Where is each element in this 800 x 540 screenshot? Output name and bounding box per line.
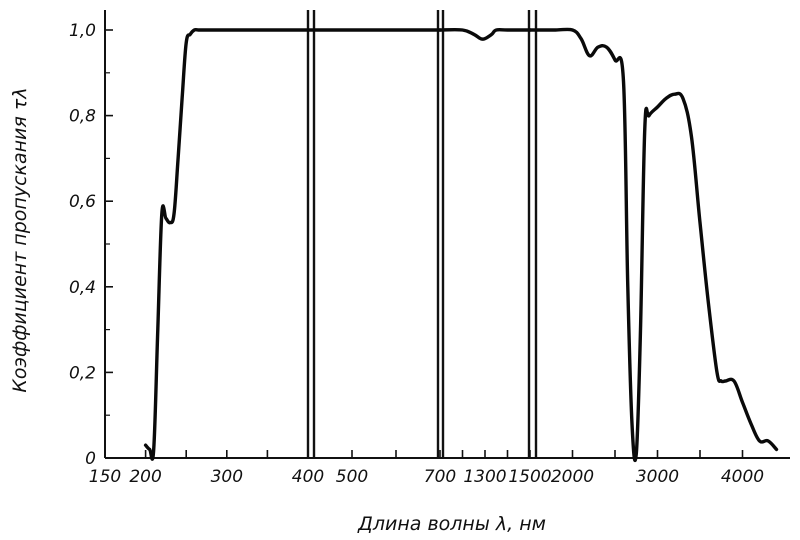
x-tick-label: 150 <box>89 467 121 487</box>
series-line-segment-3 <box>438 27 532 41</box>
y-axis-title: Коэффициент пропускания τλ <box>9 87 31 392</box>
axes <box>104 10 790 459</box>
x-tick-label: 500 <box>336 467 368 487</box>
x-tick-label: 1300 <box>463 467 506 487</box>
tick-labels: 0 0,2 0,4 0,6 0,8 1,0 150 200 300 400 500 700 1300 15… <box>69 21 764 487</box>
x-tick-label: 3000 <box>636 467 679 487</box>
y-tick-label: 0,6 <box>69 192 96 212</box>
transmittance-curve <box>143 27 779 462</box>
x-tick-label: 4000 <box>721 467 764 487</box>
x-tick-label: 700 <box>424 467 456 487</box>
y-tick-label: 0,8 <box>69 107 96 127</box>
x-tick-label: 1500 <box>508 467 551 487</box>
series-line-segment-4 <box>528 27 779 462</box>
series-line-segment-1 <box>143 27 310 461</box>
x-tick-label: 300 <box>211 467 243 487</box>
y-tick-label: 0,4 <box>69 278 96 298</box>
y-tick-label: 1,0 <box>69 21 96 41</box>
x-tick-label: 2000 <box>551 467 594 487</box>
y-tick-label: 0 <box>85 449 96 469</box>
x-tick-label: 200 <box>129 467 161 487</box>
axis-ticks <box>104 29 744 459</box>
y-tick-label: 0,2 <box>69 363 96 383</box>
x-tick-label: 400 <box>292 467 324 487</box>
x-axis-title: Длина волны λ, нм <box>357 513 546 535</box>
